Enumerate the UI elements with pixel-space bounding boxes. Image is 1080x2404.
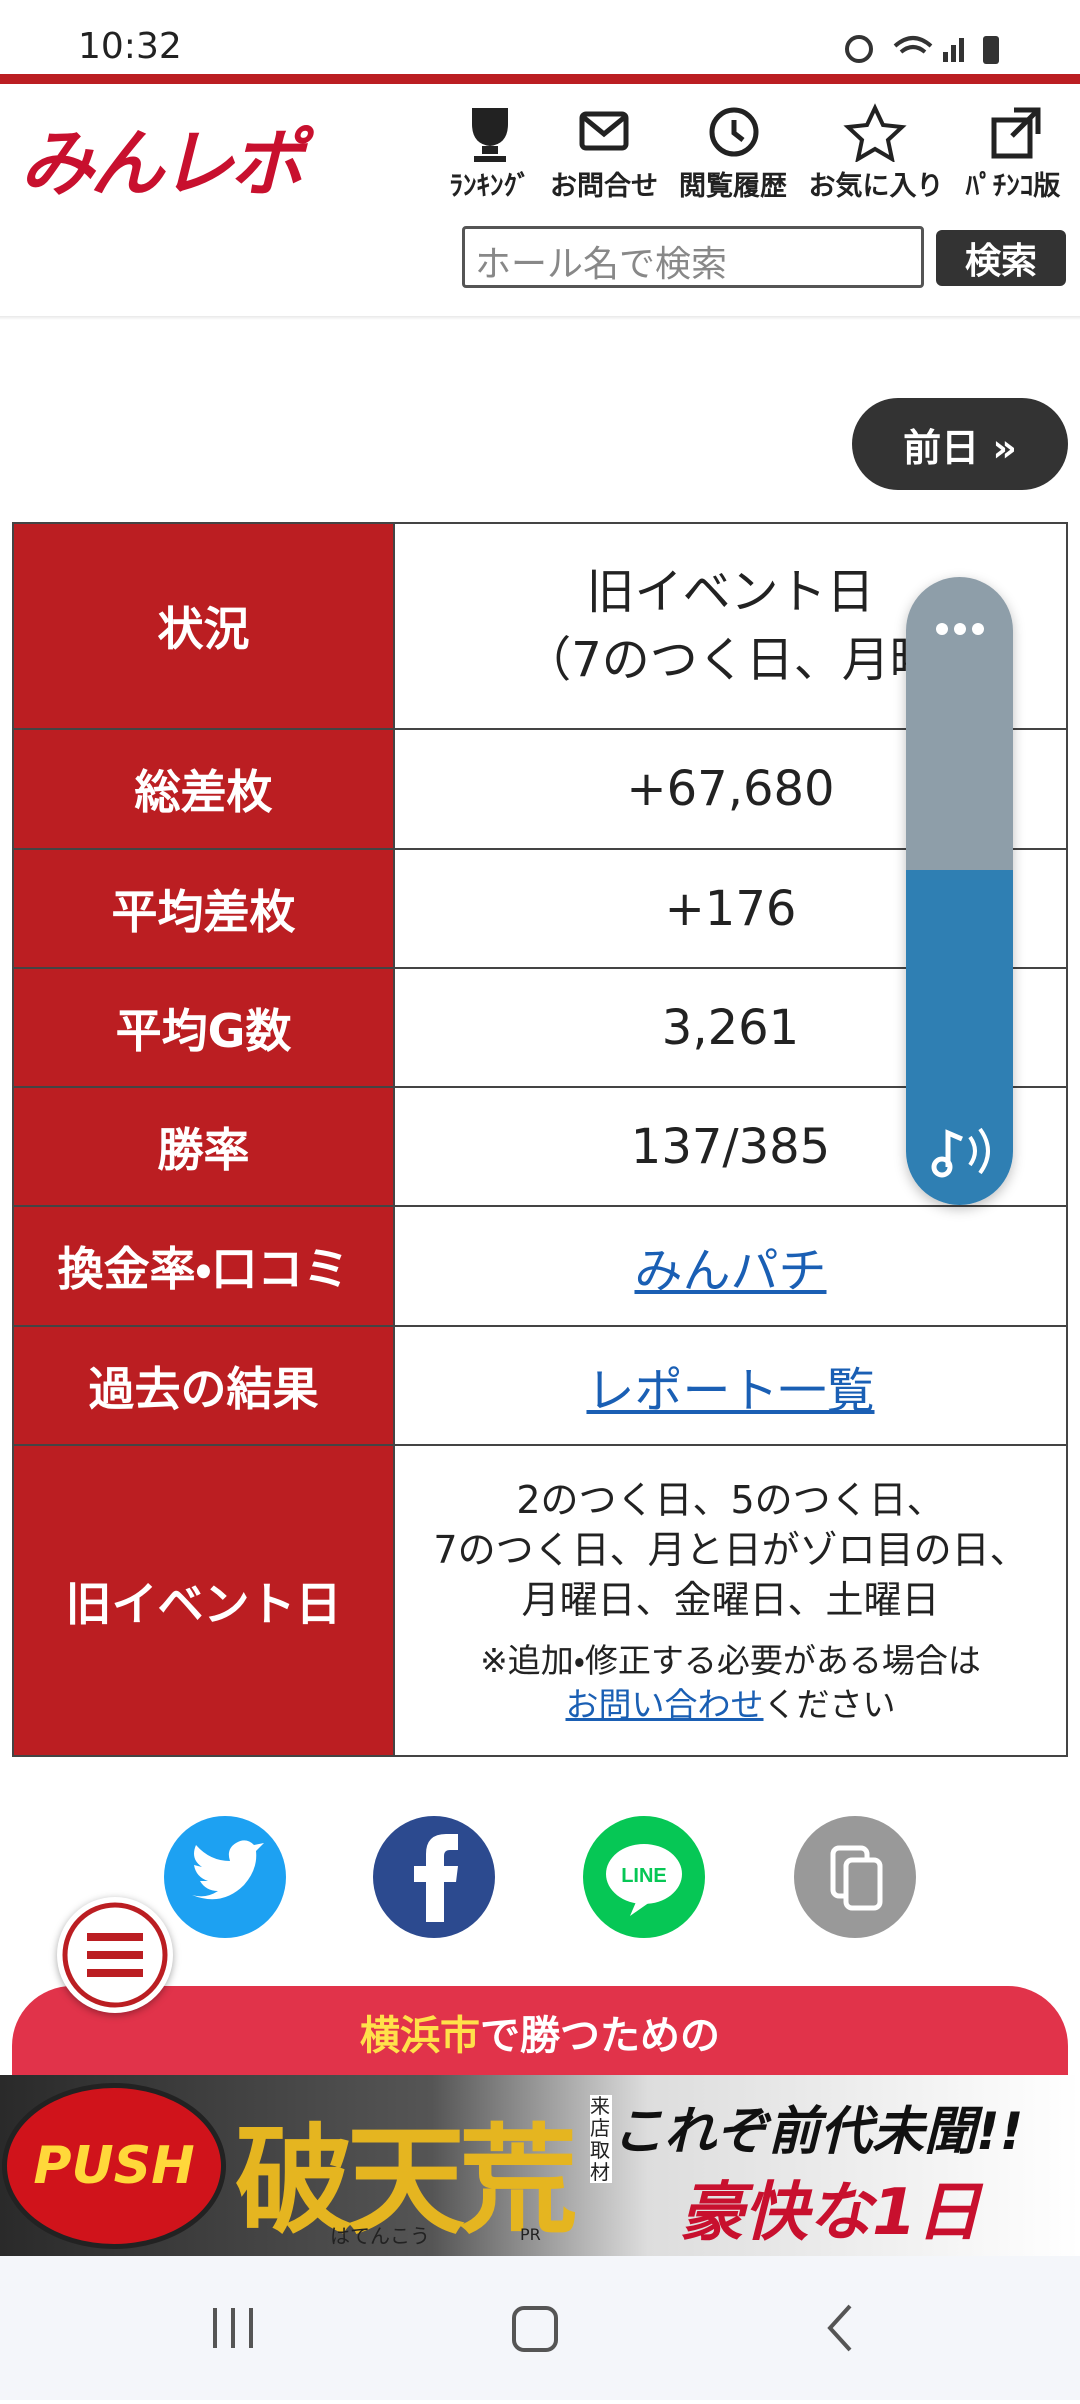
region-banner[interactable]: 横浜市で勝つための: [12, 1986, 1068, 2086]
row-value: みんパチ: [393, 1205, 1068, 1327]
nav-label[interactable]: ﾊﾟﾁﾝｺ版: [965, 171, 1061, 202]
note-line: お問い合わせください: [480, 1683, 981, 1727]
value-line: 旧イベント日: [586, 564, 875, 620]
note: ※追加・修正する必要がある場合は お問い合わせください: [480, 1639, 981, 1727]
search-button[interactable]: 検索: [936, 230, 1066, 286]
volume-panel[interactable]: [906, 577, 1013, 1205]
row-value: 旧イベント日 （7のつく日、月曜: [393, 522, 1068, 730]
row-value: 2のつく日、5のつく日、 7のつく日、月と日がゾロ目の日、 月曜日、金曜日、土曜…: [393, 1444, 1068, 1757]
row-label: 総差枚: [12, 728, 395, 850]
row-label: 平均差枚: [12, 848, 395, 969]
status-icons: [845, 35, 999, 64]
header-bar: [0, 74, 1080, 84]
ad-push: PUSH: [2, 2083, 226, 2249]
logo[interactable]: みんレポ: [20, 121, 304, 207]
nav-buttons: [213, 2304, 852, 2352]
menu-button[interactable]: [57, 1897, 173, 2013]
share-icons: LINE: [164, 1816, 916, 1938]
row-value: レポート一覧: [393, 1325, 1068, 1446]
value-line: 7のつく日、月と日がゾロ目の日、: [433, 1527, 1028, 1572]
svg-text:LINE: LINE: [621, 1865, 667, 1887]
nav-label[interactable]: お気に入り: [808, 171, 944, 202]
row-label: 平均G数: [12, 967, 395, 1088]
row-label: 勝率: [12, 1086, 395, 1207]
value-line: 月曜日、金曜日、土曜日: [521, 1577, 940, 1622]
ad-title: 破天荒: [235, 2111, 577, 2250]
banner-text: で勝つための: [480, 2013, 720, 2059]
ad-line1: これぞ前代未聞!!: [612, 2102, 1024, 2162]
row-label: 状況: [12, 522, 395, 730]
header-shadow: [0, 316, 1080, 320]
value-line: 2のつく日、5のつく日、: [516, 1477, 945, 1522]
ad-tag: 来店取材: [590, 2094, 612, 2184]
row-label: 過去の結果: [12, 1325, 395, 1446]
menu-icon: [62, 1902, 168, 2008]
volume-icons: [931, 623, 990, 1178]
row-label: 換金率・口コミ: [12, 1205, 395, 1327]
nav-label[interactable]: ﾗﾝｷﾝｸﾞ: [449, 171, 531, 202]
nav-bar: [0, 2256, 1080, 2400]
ad-line2: 豪快な1日を!!: [680, 2176, 981, 2250]
row-label: 旧イベント日: [12, 1444, 395, 1757]
link[interactable]: レポート一覧: [586, 1362, 875, 1419]
link[interactable]: みんパチ: [634, 1243, 827, 1299]
status-time: 10:32: [78, 26, 182, 67]
note-suffix: ください: [763, 1684, 896, 1724]
ad-reading: はてんこう: [330, 2224, 430, 2248]
note-text: ※追加・修正する必要がある場合は: [480, 1640, 981, 1680]
nav-label[interactable]: お問合せ: [550, 171, 658, 202]
contact-link[interactable]: お問い合わせ: [565, 1684, 764, 1724]
search-input[interactable]: ホール名で検索: [462, 226, 924, 288]
value-line: （7のつく日、月曜: [523, 632, 938, 688]
banner-highlight: 横浜市: [360, 2013, 480, 2059]
volume-level: [906, 870, 1013, 1205]
nav-label[interactable]: 閲覧履歴: [679, 171, 787, 202]
ad-banner[interactable]: PUSH 破天荒 はてんこう 来店取材 PR これぞ前代未聞!! 豪快な1日を!…: [0, 2075, 1080, 2256]
prev-day-button[interactable]: 前日 »: [852, 398, 1068, 490]
nav-icons: [472, 103, 1041, 162]
ad-pr: PR: [520, 2225, 541, 2244]
